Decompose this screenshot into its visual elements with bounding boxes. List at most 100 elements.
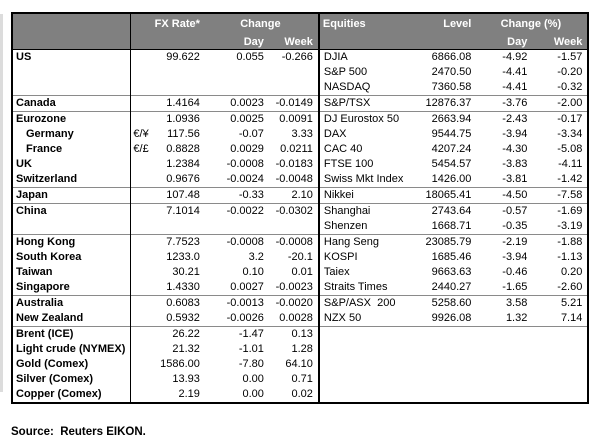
fx-change-week: -0.0008: [268, 234, 319, 250]
fx-rate-value: 13.93: [172, 373, 200, 385]
row-label: Hong Kong: [12, 234, 132, 250]
fx-change-week: 0.0211: [280, 143, 313, 155]
fx-change-day: -1.01: [238, 343, 264, 355]
row-label: [12, 65, 132, 80]
equity-level: 1685.46: [431, 251, 472, 263]
table-row: Light crude (NYMEX) 21.32 -1.01 1.28: [12, 342, 588, 357]
table-row: Shenzen 1668.71 -0.35 -3.19: [12, 219, 588, 235]
fx-rate-value: 7.1014: [154, 203, 205, 219]
currency-pair: [131, 157, 155, 172]
equity-change-day: -2.19: [476, 234, 533, 250]
currency-pair: [131, 80, 155, 96]
market-data-table-wrap: FX Rate* Change Equities Level Change (%…: [11, 12, 590, 404]
equity-level: 2470.50: [431, 66, 472, 78]
row-label: Taiwan: [12, 265, 132, 280]
equity-change-week: -3.34: [557, 128, 583, 140]
equity-change-week: [532, 357, 588, 372]
source-note: Source: Reuters EIKON.: [11, 426, 146, 438]
equity-change-day: -0.46: [502, 266, 528, 278]
currency-pair: [131, 172, 155, 188]
fx-rate-value: 0.6083: [154, 295, 205, 311]
table-row: Singapore 1.4330 0.0027 -0.0023 Straits Time…: [12, 280, 588, 296]
equity-change-day: -4.41: [502, 66, 528, 78]
currency-pair: €/£: [133, 143, 149, 155]
equity-level: [408, 342, 476, 357]
row-label: Gold (Comex): [12, 357, 132, 372]
equity-level: 23085.79: [408, 234, 477, 250]
equity-name: KOSPI: [317, 250, 409, 265]
row-label: Germany: [12, 127, 132, 142]
fx-change-week: 0.02: [291, 388, 313, 400]
fx-change-day: -7.80: [238, 358, 264, 370]
equity-change-day: 3.58: [476, 295, 533, 311]
equity-level: 18065.41: [408, 187, 477, 204]
fx-rate-value: 0.9676: [166, 173, 200, 185]
equity-name: [317, 326, 409, 342]
fx-change-day: -0.0024: [226, 173, 264, 185]
fx-change-day: 0.0027: [230, 281, 264, 293]
equity-name: CAC 40: [317, 142, 409, 157]
equity-change-week: -1.42: [557, 173, 583, 185]
header-spacer: [130, 34, 205, 50]
equity-change-day: [476, 357, 532, 372]
fx-change-week: 0.71: [291, 373, 313, 385]
equity-change-day: [476, 372, 532, 387]
row-label: China: [12, 203, 132, 219]
equity-level: 5454.57: [431, 158, 472, 170]
fx-change-day: 0.10: [242, 266, 264, 278]
fx-change-week: 2.10: [268, 187, 319, 204]
equity-name: Swiss Mkt Index: [317, 172, 409, 188]
equity-name: [317, 357, 409, 372]
currency-pair: [130, 203, 155, 219]
equity-change-week: [532, 372, 588, 387]
equity-change-day: -3.94: [502, 251, 528, 263]
equity-change-day: -4.50: [476, 187, 533, 204]
row-label: US: [12, 49, 132, 65]
equity-name: DAX: [317, 127, 409, 142]
table-row: Switzerland 0.9676 -0.0024 -0.0048 Swiss Mkt…: [12, 172, 588, 188]
fx-change-week: 1.28: [291, 343, 313, 355]
equity-name: Shenzen: [317, 219, 409, 235]
row-label: Switzerland: [12, 172, 132, 188]
fx-change-day: -0.33: [204, 187, 269, 204]
currency-pair: [130, 326, 155, 342]
header-fx-week: Week: [268, 34, 319, 50]
equity-name: S&P/TSX: [317, 95, 409, 112]
equity-change-week: -1.13: [557, 251, 583, 263]
fx-rate-value: 117.56: [167, 128, 200, 140]
fx-rate-value: 1.4330: [166, 281, 200, 293]
currency-pair: [130, 187, 155, 204]
row-label: Copper (Comex): [12, 387, 132, 403]
currency-pair: €/¥: [133, 128, 149, 140]
fx-rate-value: 107.48: [154, 187, 205, 204]
equity-change-day: -0.57: [476, 203, 533, 219]
fx-change-day: 0.055: [236, 51, 264, 63]
currency-pair: [131, 265, 155, 280]
equity-change-week: -1.69: [532, 203, 589, 219]
fx-change-day: -0.0008: [204, 234, 269, 250]
fx-change-week: -0.0302: [268, 203, 319, 219]
fx-change-day: -0.0013: [204, 295, 269, 311]
fx-change-week: -0.0048: [275, 173, 313, 185]
equity-change-week: 5.21: [532, 295, 589, 311]
row-label: [12, 219, 132, 235]
row-label: Japan: [12, 187, 132, 204]
fx-change-day: -0.07: [238, 128, 264, 140]
fx-change-day: [205, 65, 269, 80]
table-row: US 99.622 0.055 -0.266 DJIA 6866.08 -4.92 -1.57: [12, 49, 588, 65]
equity-change-day: -3.81: [502, 173, 528, 185]
equity-change-day: -3.76: [476, 95, 533, 112]
fx-change-day: 0.0029: [230, 143, 264, 155]
equity-change-day: -0.35: [502, 220, 528, 232]
header-spacer: [408, 34, 477, 50]
fx-change-week: [269, 65, 319, 80]
equity-change-week: -1.57: [557, 51, 583, 63]
fx-change-day: 0.0023: [204, 95, 269, 112]
left-edge-shade: [0, 14, 3, 392]
row-label: UK: [12, 157, 132, 172]
equity-change-week: 7.14: [560, 312, 583, 324]
equity-change-day: [476, 342, 532, 357]
fx-rate-value: 1.2384: [166, 158, 200, 170]
fx-rate-value: 0.5932: [166, 312, 200, 324]
currency-pair: [131, 342, 155, 357]
